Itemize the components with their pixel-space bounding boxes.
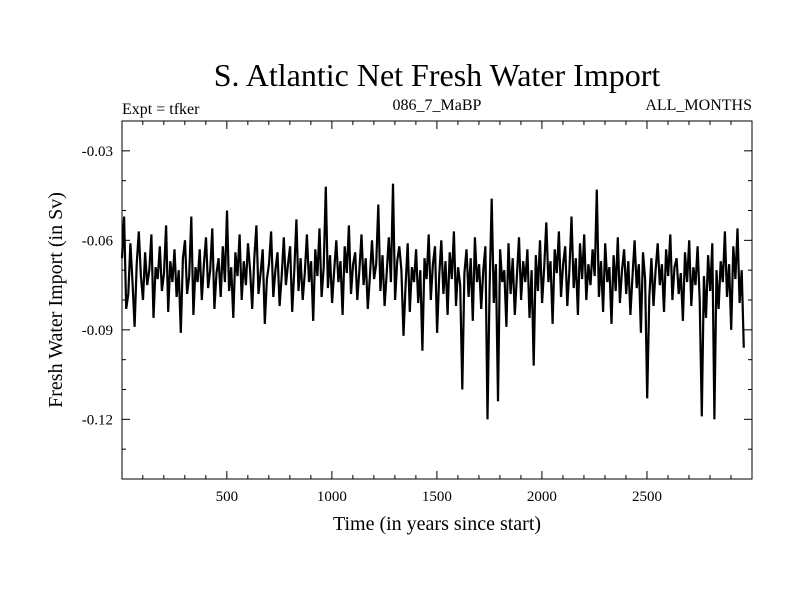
chart-title: S. Atlantic Net Fresh Water Import (214, 57, 661, 93)
x-tick-label: 1000 (317, 489, 347, 505)
run-label: 086_7_MaBP (393, 97, 482, 114)
x-tick-label: 2000 (527, 489, 557, 505)
y-tick-label: -0.12 (82, 412, 113, 428)
y-tick-label: -0.06 (82, 233, 114, 249)
x-axis-label: Time (in years since start) (333, 513, 541, 535)
y-tick-label: -0.03 (82, 144, 113, 160)
experiment-label: Expt = tfker (122, 101, 200, 118)
x-tick-label: 2500 (632, 489, 662, 505)
y-axis: -0.03 -0.06 -0.09 -0.12 (82, 120, 752, 480)
x-tick-label: 500 (216, 489, 239, 505)
x-axis: 500 1000 1500 2000 2500 (142, 121, 732, 505)
y-axis-label: Fresh Water Import (in Sv) (45, 192, 67, 408)
y-tick-label: -0.09 (82, 323, 113, 339)
x-tick-label: 1500 (422, 489, 452, 505)
series-layer (120, 183, 745, 420)
series-line-0 (120, 183, 745, 420)
months-label: ALL_MONTHS (645, 97, 752, 114)
